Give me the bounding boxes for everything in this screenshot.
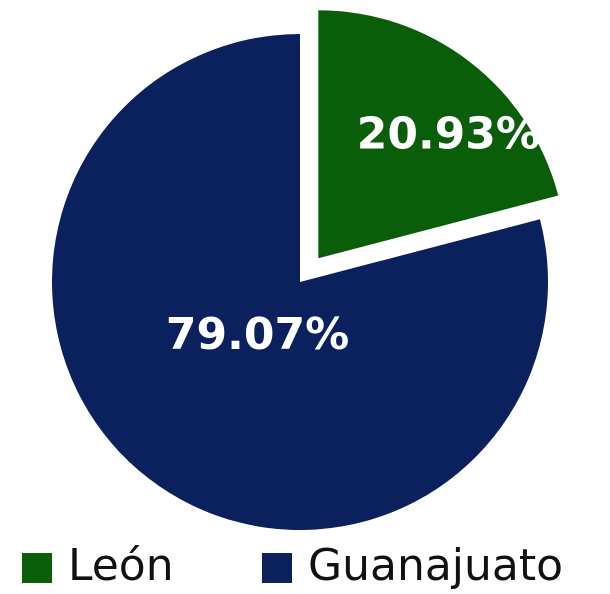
pie-slice <box>318 10 559 259</box>
legend-swatch <box>22 553 52 583</box>
slice-label: 79.07% <box>166 309 349 360</box>
legend-swatch <box>262 553 292 583</box>
slice-label: 20.93% <box>357 109 540 160</box>
pie-slice <box>51 34 549 531</box>
legend-label: León <box>68 540 174 591</box>
legend-label: Guanajuato <box>308 540 563 591</box>
